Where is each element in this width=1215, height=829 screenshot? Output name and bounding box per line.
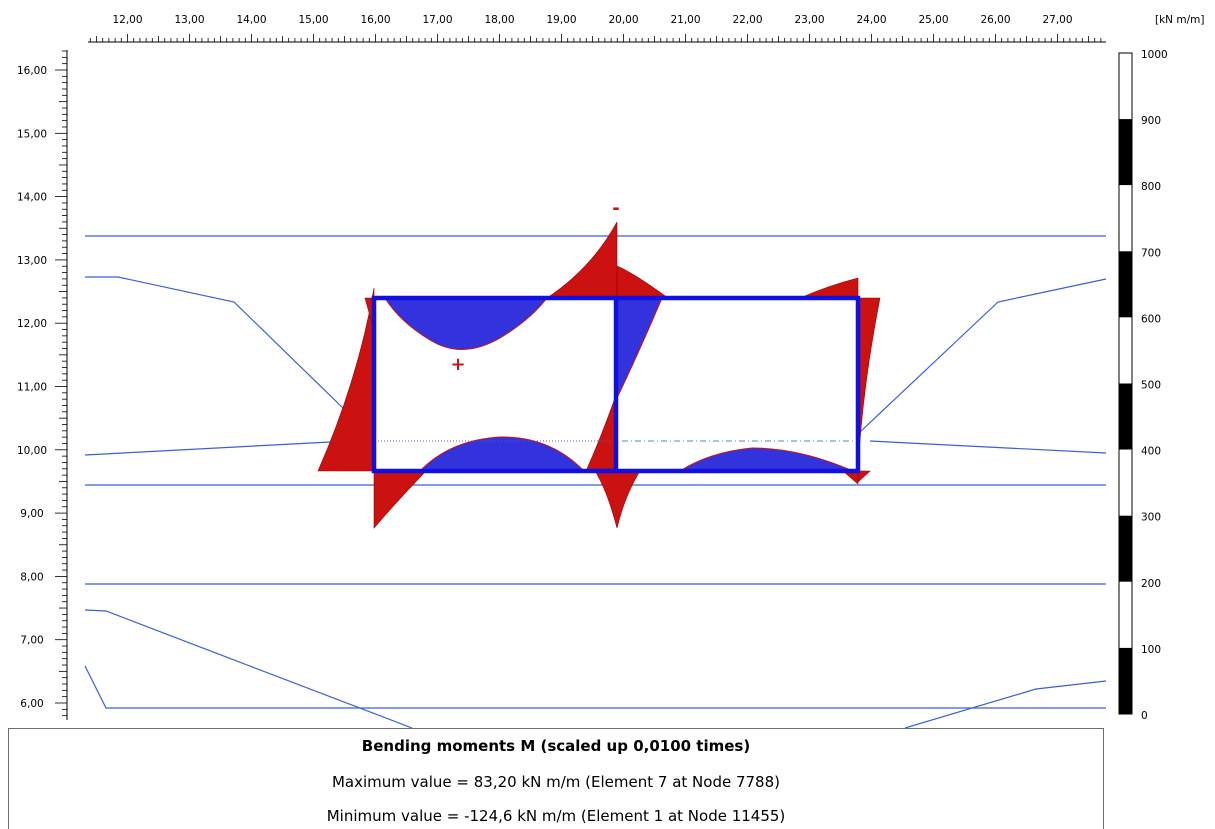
soil-line <box>869 440 1107 454</box>
moment-shape-top-right-corner <box>799 277 859 299</box>
legend-value-label: 700 <box>1141 247 1161 259</box>
x-tick-label: 16,00 <box>360 14 390 26</box>
legend-value-label: 600 <box>1141 313 1161 325</box>
y-tick-label: 16,00 <box>17 65 47 77</box>
legend-value-label: 300 <box>1141 512 1161 524</box>
legend-band <box>1119 449 1132 516</box>
legend-value-label: 1000 <box>1141 49 1168 61</box>
legend-value-label: 900 <box>1141 115 1161 127</box>
min-value-line: Minimum value = -124,6 kN m/m (Element 1… <box>326 807 786 825</box>
y-tick-label: 9,00 <box>20 508 43 520</box>
y-tick-label: 13,00 <box>17 255 47 267</box>
soil-layer-lines <box>84 235 1107 728</box>
left-ruler: 16,00 15,00 14,00 13,00 12,00 11,00 10,00 9,00 8… <box>17 50 68 720</box>
x-tick-label: 12,00 <box>112 14 142 26</box>
legend-band <box>1119 515 1132 582</box>
y-tick-label: 14,00 <box>17 192 47 204</box>
y-tick-label: 11,00 <box>17 382 47 394</box>
soil-line <box>84 665 1106 709</box>
x-tick-label: 14,00 <box>236 14 266 26</box>
legend-band <box>1119 647 1132 714</box>
y-tick-label: 12,00 <box>17 318 47 330</box>
x-tick-label: 13,00 <box>174 14 204 26</box>
x-tick-label: 26,00 <box>980 14 1010 26</box>
legend-value-label: 800 <box>1141 181 1161 193</box>
x-tick-label: 24,00 <box>856 14 886 26</box>
y-tick-label: 8,00 <box>20 571 43 583</box>
x-tick-label: 20,00 <box>608 14 638 26</box>
box-culvert-structure[interactable] <box>371 295 861 474</box>
legend-band <box>1119 119 1132 186</box>
moment-shape-left-wall <box>317 287 375 472</box>
max-value-line: Maximum value = 83,20 kN m/m (Element 7 … <box>331 773 780 791</box>
soil-line <box>859 278 1107 433</box>
x-tick-label: 23,00 <box>794 14 824 26</box>
moment-shape-top-slab-left <box>384 297 549 350</box>
soil-line <box>84 441 331 456</box>
legend-band <box>1119 317 1132 384</box>
soil-line <box>904 680 1107 728</box>
top-ruler: 12,00 13,00 14,00 15,00 16,00 17,00 18,00 19,00… <box>88 14 1106 43</box>
y-tick-label: 7,00 <box>20 635 43 647</box>
moment-shape-bottom-middle <box>594 470 641 529</box>
x-tick-label: 19,00 <box>546 14 576 26</box>
legend-band <box>1119 251 1132 318</box>
positive-sign-marker: + <box>450 354 465 375</box>
soil-line <box>84 609 413 728</box>
legend-value-label: 500 <box>1141 380 1161 392</box>
moment-shape-mid-wall-upper <box>616 297 663 399</box>
legend-band <box>1119 53 1132 120</box>
moment-shape-bottom-slab-left <box>418 436 586 472</box>
soil-line <box>85 276 346 411</box>
x-tick-label: 15,00 <box>298 14 328 26</box>
x-tick-label: 25,00 <box>918 14 948 26</box>
moment-shape-bottom-left-corner <box>373 470 427 529</box>
legend-band <box>1119 185 1132 252</box>
legend-value-label: 200 <box>1141 578 1161 590</box>
x-tick-label: 17,00 <box>422 14 452 26</box>
moment-shape-mid-wall-lower <box>585 397 616 472</box>
legend-unit-label: [kN m/m] <box>1155 14 1204 26</box>
legend-color-bar <box>1118 52 1133 715</box>
moment-shape-top-slab-peak <box>546 221 618 299</box>
x-tick-label: 18,00 <box>484 14 514 26</box>
negative-sign-marker: - <box>612 198 619 219</box>
y-tick-label: 6,00 <box>20 698 43 710</box>
legend-value-label: 400 <box>1141 446 1161 458</box>
moment-shape-right-wall <box>857 297 881 472</box>
legend-band <box>1119 383 1132 450</box>
legend-value-label: 100 <box>1141 644 1161 656</box>
x-tick-label: 22,00 <box>732 14 762 26</box>
result-info-panel: Bending moments M (scaled up 0,0100 time… <box>8 728 1104 829</box>
x-tick-label: 27,00 <box>1042 14 1072 26</box>
legend-bar-border <box>1118 52 1133 715</box>
legend-value-label: 0 <box>1141 710 1148 722</box>
result-title: Bending moments M (scaled up 0,0100 time… <box>361 737 751 755</box>
moment-diagram-positive <box>384 297 854 472</box>
legend-band <box>1119 581 1132 648</box>
y-tick-label: 10,00 <box>17 445 47 457</box>
moment-shape-bottom-slab-right <box>678 447 854 472</box>
moment-diagram-negative <box>317 221 881 529</box>
x-tick-label: 21,00 <box>670 14 700 26</box>
y-tick-label: 15,00 <box>17 128 47 140</box>
moment-shape-top-slab-right <box>616 265 669 299</box>
